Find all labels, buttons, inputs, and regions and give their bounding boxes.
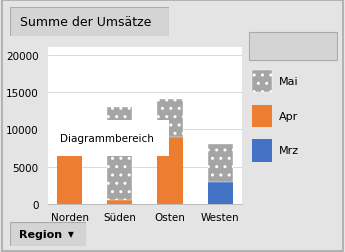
Text: ▼: ▼ — [68, 229, 74, 238]
FancyBboxPatch shape — [42, 119, 175, 158]
FancyBboxPatch shape — [10, 222, 86, 246]
Bar — [157, 137, 183, 204]
Text: Region: Region — [19, 229, 62, 239]
FancyBboxPatch shape — [252, 140, 272, 162]
Bar — [208, 182, 233, 204]
FancyBboxPatch shape — [249, 33, 337, 61]
Text: Diagrammbereich: Diagrammbereich — [60, 134, 154, 144]
Bar — [107, 200, 132, 204]
FancyBboxPatch shape — [252, 105, 272, 127]
Text: Summe der Umsätze: Summe der Umsätze — [20, 16, 151, 28]
Text: Apr: Apr — [279, 111, 298, 121]
Bar — [157, 100, 183, 137]
Bar — [57, 126, 82, 204]
FancyBboxPatch shape — [10, 8, 169, 37]
Text: Mai: Mai — [279, 77, 298, 86]
Text: Mrz: Mrz — [279, 146, 299, 156]
Bar — [208, 145, 233, 182]
Text: ▼: ▼ — [318, 42, 324, 51]
Text: Monat: Monat — [259, 42, 298, 52]
FancyBboxPatch shape — [252, 70, 272, 92]
Bar — [107, 107, 132, 200]
